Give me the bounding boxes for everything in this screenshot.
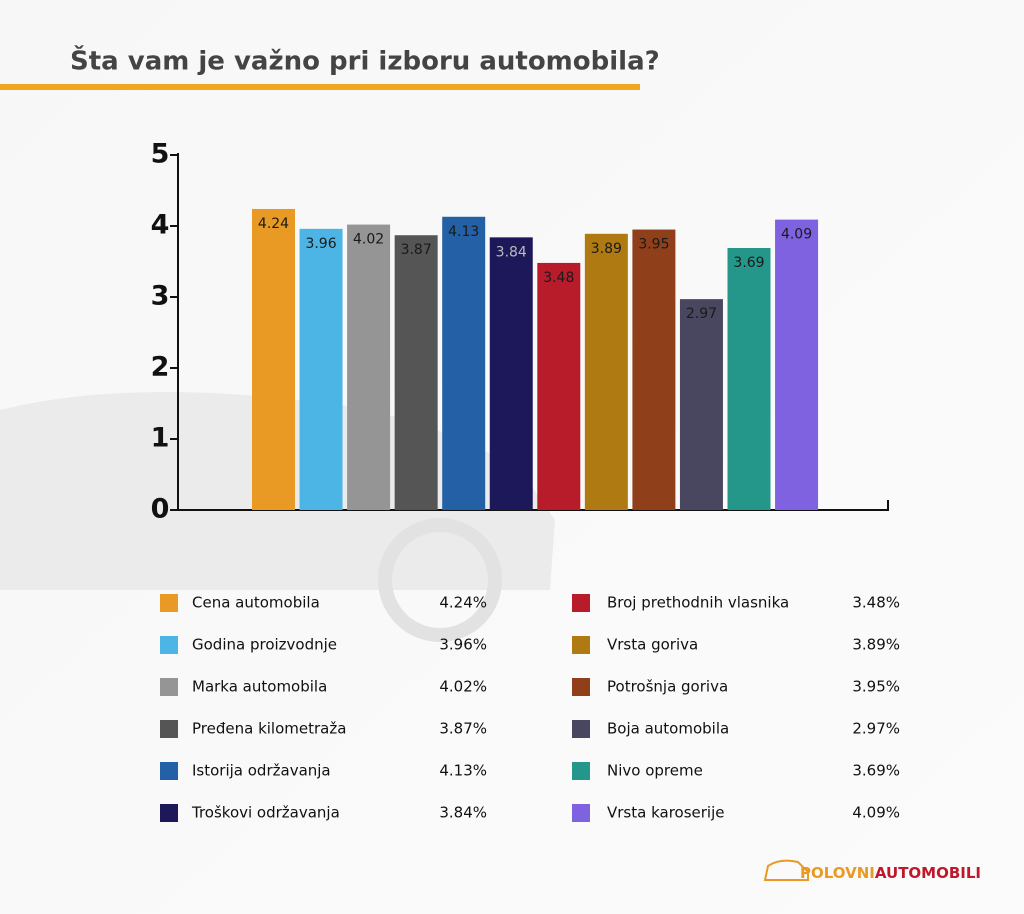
legend-label: Vrsta goriva: [607, 636, 698, 654]
logo-first: POLOVNI: [800, 864, 875, 882]
legend-value: 3.48%: [852, 594, 900, 612]
legend-value: 3.89%: [852, 636, 900, 654]
bar: [727, 248, 771, 510]
legend-value: 4.02%: [439, 678, 487, 696]
chart-title: Šta vam je važno pri izboru automobila?: [70, 45, 660, 77]
legend-value: 4.13%: [439, 762, 487, 780]
legend-value: 4.09%: [852, 804, 900, 822]
legend-swatch: [572, 762, 590, 780]
legend-label: Broj prethodnih vlasnika: [607, 594, 789, 612]
bar: [632, 229, 676, 511]
legend-label: Boja automobila: [607, 720, 729, 738]
bar-value-label: 3.87: [401, 242, 432, 258]
bar: [299, 228, 343, 510]
legend-label: Potrošnja goriva: [607, 678, 728, 696]
legend-swatch: [160, 804, 178, 822]
bar-value-label: 3.84: [496, 244, 527, 260]
logo: POLOVNIAUTOMOBILI: [800, 864, 981, 882]
bar-value-label: 2.97: [686, 306, 717, 322]
legend-swatch: [572, 594, 590, 612]
legend-label: Marka automobila: [192, 678, 327, 696]
y-tick-label: 5: [151, 139, 170, 170]
legend-swatch: [160, 678, 178, 696]
legend-swatch: [572, 678, 590, 696]
bar: [775, 219, 819, 511]
bar-value-label: 4.02: [353, 232, 384, 248]
bar: [347, 224, 391, 510]
legend-value: 3.69%: [852, 762, 900, 780]
logo-second: AUTOMOBILI: [875, 864, 981, 882]
legend-label: Godina proizvodnje: [192, 636, 337, 654]
legend-swatch: [572, 720, 590, 738]
legend-label: Istorija održavanja: [192, 762, 331, 780]
legend-value: 3.96%: [439, 636, 487, 654]
y-tick-label: 1: [151, 423, 170, 454]
bar: [679, 299, 723, 510]
bar-value-label: 3.95: [638, 237, 669, 253]
legend-label: Pređena kilometraža: [192, 720, 346, 738]
logo-icon: [763, 859, 809, 881]
legend-swatch: [160, 636, 178, 654]
car-wheel: [378, 518, 502, 642]
y-tick-label: 0: [151, 494, 170, 525]
bar: [394, 235, 438, 511]
legend-value: 3.87%: [439, 720, 487, 738]
bar: [489, 237, 533, 511]
legend-label: Vrsta karoserije: [607, 804, 725, 822]
y-tick-label: 4: [151, 210, 170, 241]
legend-swatch: [160, 762, 178, 780]
legend-value: 3.84%: [439, 804, 487, 822]
bar: [537, 262, 581, 510]
bar-value-label: 3.69: [733, 255, 764, 271]
bar-value-label: 3.96: [305, 236, 336, 252]
y-tick-label: 2: [151, 352, 170, 383]
bar-value-label: 4.09: [781, 227, 812, 243]
bar-value-label: 4.24: [258, 216, 289, 232]
bar-value-label: 4.13: [448, 224, 479, 240]
legend-label: Cena automobila: [192, 594, 320, 612]
legend-value: 4.24%: [439, 594, 487, 612]
legend-value: 3.95%: [852, 678, 900, 696]
bar: [584, 233, 628, 510]
legend-swatch: [160, 720, 178, 738]
legend-swatch: [160, 594, 178, 612]
legend-label: Nivo opreme: [607, 762, 703, 780]
legend-swatch: [572, 636, 590, 654]
legend-value: 2.97%: [852, 720, 900, 738]
y-tick-label: 3: [151, 281, 170, 312]
title-underline: [0, 84, 640, 90]
bar: [252, 208, 295, 510]
bar-value-label: 3.89: [591, 241, 622, 257]
bar: [442, 216, 486, 510]
bar-value-label: 3.48: [543, 270, 574, 286]
legend-label: Troškovi održavanja: [191, 804, 340, 822]
legend-swatch: [572, 804, 590, 822]
